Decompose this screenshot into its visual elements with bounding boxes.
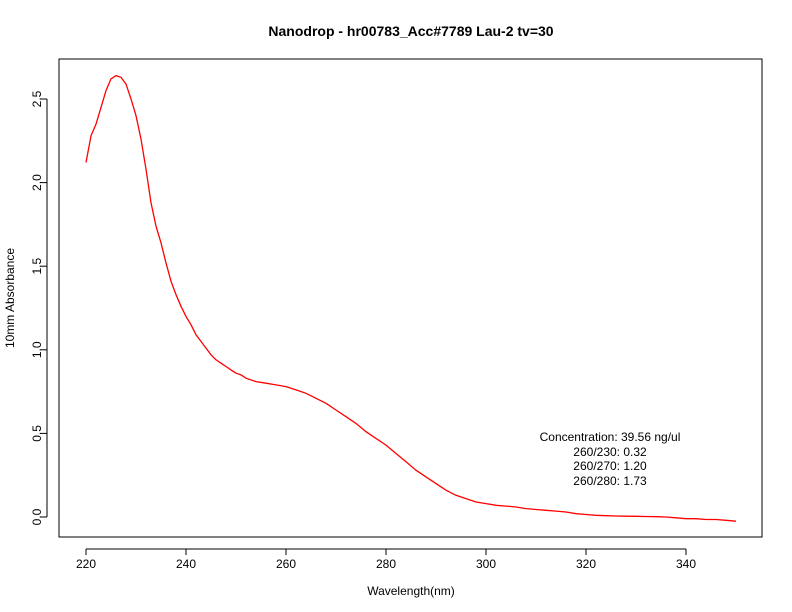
y-axis: 0.0 0.5 1.0 1.5 2.0 2.5: [30, 90, 48, 525]
concentration-text: Concentration: 39.56 ng/ul: [540, 430, 681, 444]
x-axis-label: Wavelength(nm): [367, 584, 455, 598]
x-tick-label: 320: [576, 557, 596, 571]
annotation-block: Concentration: 39.56 ng/ul 260/230: 0.32…: [540, 430, 681, 488]
y-tick-label: 2.0: [30, 174, 44, 191]
y-tick-label: 0.0: [30, 508, 44, 525]
x-axis: 220 240 260 280 300 320 340: [76, 548, 696, 571]
x-tick-label: 300: [476, 557, 496, 571]
x-tick-label: 220: [76, 557, 96, 571]
y-tick-label: 1.5: [30, 258, 44, 275]
x-tick-label: 240: [176, 557, 196, 571]
y-tick-label: 0.5: [30, 425, 44, 442]
y-tick-label: 1.0: [30, 341, 44, 358]
absorbance-line: [85, 74, 737, 522]
x-tick-label: 340: [676, 557, 696, 571]
ratio-260-270-text: 260/270: 1.20: [573, 459, 647, 473]
ratio-260-280-text: 260/280: 1.73: [573, 474, 647, 488]
y-axis-label: 10mm Absorbance: [3, 248, 17, 348]
y-tick-label: 2.5: [30, 90, 44, 107]
x-tick-label: 260: [276, 557, 296, 571]
plot-frame: [58, 58, 763, 538]
ratio-260-230-text: 260/230: 0.32: [573, 445, 647, 459]
x-tick-label: 280: [376, 557, 396, 571]
chart-title: Nanodrop - hr00783_Acc#7789 Lau-2 tv=30: [268, 23, 553, 39]
